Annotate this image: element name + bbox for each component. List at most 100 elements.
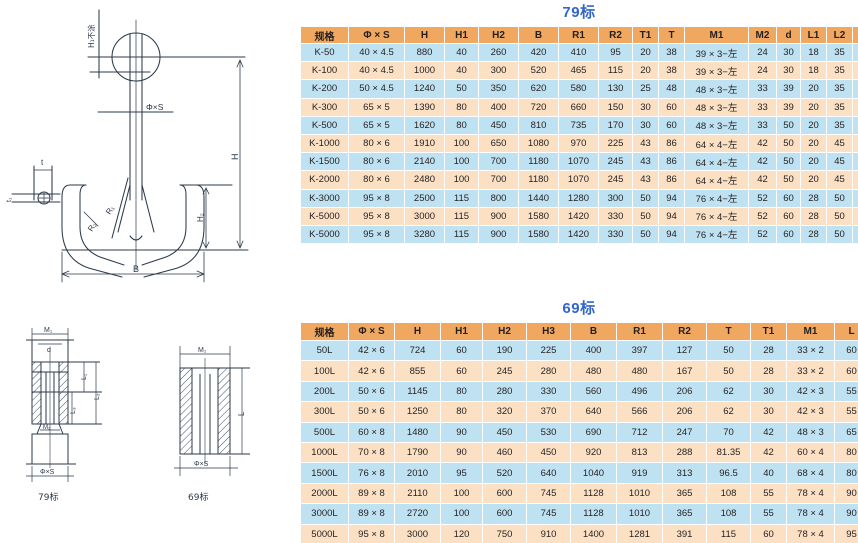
caption-69: 69标 bbox=[188, 491, 208, 503]
cell-value: 90 bbox=[834, 482, 858, 505]
cell-value: 480 bbox=[616, 360, 663, 382]
label-h2: H₂ bbox=[196, 213, 205, 222]
table-row: K-200 50 × 4.5 1240 50 350 620 580 130 25 48 48 × … bbox=[300, 79, 858, 99]
cell-value: 566 bbox=[616, 401, 663, 423]
cell-value: 38 bbox=[658, 42, 685, 63]
cell-value: 225 bbox=[526, 339, 571, 362]
cell-value: 33 bbox=[748, 97, 777, 117]
cell-value: 1010 bbox=[616, 482, 663, 505]
cell-value: 420 bbox=[518, 42, 559, 63]
table-header-row: 规格Φ × SHH1H2BR1R2T1TM1M2dL1L2L3 bbox=[300, 26, 858, 44]
cell-value: 42 × 3 bbox=[786, 380, 835, 403]
cell-value: 33 × 2 bbox=[786, 360, 835, 382]
label-79-l1: L₁ bbox=[81, 373, 88, 380]
cell-value: 81.35 bbox=[706, 441, 751, 464]
cell-value: 62 bbox=[706, 401, 751, 423]
cell-value: 450 bbox=[482, 421, 527, 443]
table-row: 100L 42 × 6 855 60 245 280 480 480 167 50 28 33 × 2… bbox=[300, 360, 858, 382]
cell-value: 170 bbox=[598, 115, 633, 135]
cell-value: 130 bbox=[598, 79, 633, 99]
cell-value: 465 bbox=[558, 61, 599, 81]
label-79-d: d bbox=[47, 347, 51, 354]
cell-spec-name: K-100 bbox=[300, 61, 349, 81]
cell-spec-name: K-300 bbox=[300, 97, 349, 117]
cell-value: 750 bbox=[482, 523, 527, 543]
cell-value: 50 bbox=[444, 79, 479, 99]
cell-value: 65 bbox=[834, 421, 858, 443]
cell-value: 24 bbox=[748, 42, 777, 63]
cell-value: 18 bbox=[800, 42, 827, 63]
cell-value: 40 bbox=[750, 462, 787, 484]
table-row: K-1000 80 × 6 1910 100 650 1080 970 225 43 86 64 ×… bbox=[300, 133, 858, 154]
cell-value: 80 bbox=[834, 441, 858, 464]
label-h: H bbox=[230, 154, 240, 161]
cell-value: 52 bbox=[748, 206, 777, 226]
cell-value: 50 × 6 bbox=[348, 380, 395, 403]
col-header-79-15: L3 bbox=[852, 26, 858, 44]
cell-value: 95 × 8 bbox=[348, 206, 405, 226]
col-header-79-13: L1 bbox=[800, 26, 827, 44]
cell-value: 300 bbox=[598, 188, 633, 208]
cell-value: 1620 bbox=[404, 115, 445, 135]
table-row: 3000L 89 × 8 2720 100 600 745 1128 1010 365 108 55… bbox=[300, 503, 858, 525]
cell-value: 919 bbox=[616, 462, 663, 484]
cell-value: 724 bbox=[394, 339, 441, 362]
cell-value: 44 bbox=[852, 79, 858, 99]
cell-value: 280 bbox=[482, 380, 527, 403]
cell-value: 50 bbox=[706, 360, 751, 382]
cell-value: 39 bbox=[776, 79, 801, 99]
cell-value: 127 bbox=[662, 339, 707, 362]
cell-value: 48 × 3 bbox=[786, 421, 835, 443]
cell-spec-name: 100L bbox=[300, 360, 349, 382]
cell-value: 47 bbox=[852, 115, 858, 135]
cell-value: 190 bbox=[482, 339, 527, 362]
cell-value: 970 bbox=[558, 133, 599, 154]
cell-value: 100 bbox=[444, 170, 479, 190]
cell-value: 20 bbox=[632, 61, 659, 81]
cell-value: 745 bbox=[526, 503, 571, 525]
cell-spec-name: 500L bbox=[300, 421, 349, 443]
label-69-l: L bbox=[237, 411, 246, 416]
cell-spec-name: K-5000 bbox=[300, 224, 349, 245]
cell-value: 33 bbox=[852, 61, 858, 81]
cell-value: 28 bbox=[800, 224, 827, 245]
col-header-79-14: L2 bbox=[826, 26, 853, 44]
cell-value: 60 bbox=[440, 339, 483, 362]
cell-value: 40 × 4.5 bbox=[348, 61, 405, 81]
cell-value: 712 bbox=[616, 421, 663, 443]
cell-value: 45 bbox=[826, 133, 853, 154]
cell-value: 89 × 8 bbox=[348, 503, 395, 525]
cell-value: 33 bbox=[748, 79, 777, 99]
cell-value: 68 × 4 bbox=[786, 462, 835, 484]
cell-value: 78 × 4 bbox=[786, 503, 835, 525]
cell-value: 20 bbox=[800, 97, 827, 117]
cell-value: 40 bbox=[444, 61, 479, 81]
cell-value: 100 bbox=[440, 482, 483, 505]
cell-value: 115 bbox=[444, 224, 479, 245]
cell-value: 55 bbox=[750, 482, 787, 505]
cell-value: 330 bbox=[526, 380, 571, 403]
cell-value: 397 bbox=[616, 339, 663, 362]
cell-value: 28 bbox=[800, 206, 827, 226]
cell-value: 1145 bbox=[394, 380, 441, 403]
cell-value: 58 bbox=[852, 224, 858, 245]
table-row: 2000L 89 × 8 2110 100 600 745 1128 1010 365 108 55… bbox=[300, 482, 858, 505]
col-header-69-1: Φ × S bbox=[348, 322, 395, 341]
cell-value: 65 × 5 bbox=[348, 97, 405, 117]
col-header-69-3: H1 bbox=[440, 322, 483, 341]
cell-value: 50 bbox=[776, 133, 801, 154]
cell-value: 2500 bbox=[404, 188, 445, 208]
cell-value: 58 bbox=[852, 206, 858, 226]
cell-value: 45 bbox=[826, 170, 853, 190]
cell-spec-name: K-1500 bbox=[300, 152, 349, 172]
cell-value: 100 bbox=[444, 152, 479, 172]
cell-value: 3280 bbox=[404, 224, 445, 245]
cell-value: 86 bbox=[658, 170, 685, 190]
cell-value: 80 × 6 bbox=[348, 170, 405, 190]
cell-value: 64 × 4−左 bbox=[684, 152, 749, 172]
cell-value: 40 bbox=[444, 42, 479, 63]
col-header-79-12: d bbox=[776, 26, 801, 44]
cell-value: 86 bbox=[658, 152, 685, 172]
